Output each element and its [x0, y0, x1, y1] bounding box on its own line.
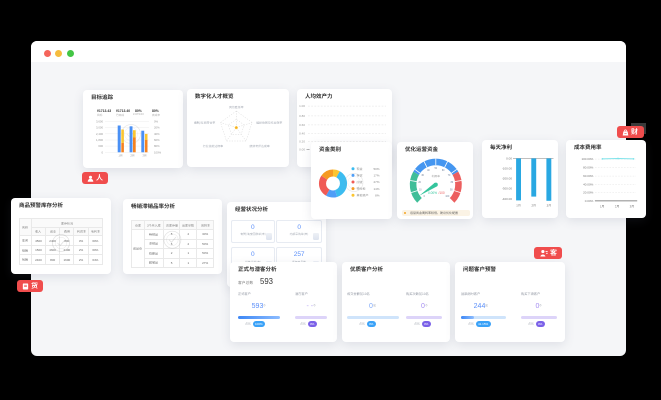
svg-text:80.00%: 80.00% — [583, 166, 594, 170]
svg-text:20: 20 — [418, 181, 421, 183]
svg-text:0: 0 — [424, 196, 426, 198]
svg-text:0.20: 0.20 — [299, 140, 305, 144]
svg-text:0.80: 0.80 — [299, 114, 305, 118]
svg-text:8%: 8% — [375, 193, 380, 197]
svg-text:60%: 60% — [154, 138, 160, 142]
svg-text:3,600: 3,600 — [96, 119, 103, 123]
svg-text:20%: 20% — [154, 125, 160, 129]
svg-text:3,000: 3,000 — [96, 125, 103, 129]
svg-text:70: 70 — [448, 174, 451, 176]
svg-text:50: 50 — [435, 168, 438, 170]
svg-text:0: 0 — [101, 150, 103, 154]
svg-text:40.00%: 40.00% — [583, 183, 594, 187]
svg-text:0.00%: 0.00% — [428, 191, 437, 195]
svg-text:40%: 40% — [154, 131, 160, 135]
svg-text:0.00: 0.00 — [506, 156, 512, 160]
svg-text:40: 40 — [427, 169, 430, 171]
svg-text:17%: 17% — [373, 173, 379, 177]
svg-text:80: 80 — [451, 181, 454, 183]
svg-text:100.00%: 100.00% — [581, 157, 593, 161]
svg-text:100%: 100% — [154, 150, 162, 154]
svg-text:50%: 50% — [373, 167, 379, 171]
svg-text:600: 600 — [98, 144, 103, 148]
svg-text:90: 90 — [450, 189, 453, 191]
svg-text:1,800: 1,800 — [96, 138, 103, 142]
svg-text:0.00: 0.00 — [299, 148, 305, 152]
svg-text:100: 100 — [445, 196, 450, 198]
svg-text:0%: 0% — [154, 119, 159, 123]
svg-text:-100.00: -100.00 — [502, 167, 513, 171]
svg-text:14%: 14% — [373, 186, 379, 190]
svg-text:60.00%: 60.00% — [583, 174, 594, 178]
svg-text:80%: 80% — [154, 144, 160, 148]
svg-text:/100: /100 — [439, 191, 445, 195]
svg-text:0.00%: 0.00% — [585, 199, 594, 203]
svg-text:60: 60 — [442, 169, 445, 171]
svg-text:1.00: 1.00 — [299, 104, 305, 108]
svg-text:-400.00: -400.00 — [502, 197, 513, 201]
svg-text:-200.00: -200.00 — [502, 177, 513, 181]
svg-text:2,400: 2,400 — [96, 131, 103, 135]
svg-text:27%: 27% — [373, 180, 379, 184]
svg-text:30: 30 — [421, 174, 424, 176]
svg-text:10: 10 — [419, 189, 422, 191]
svg-text:20.00%: 20.00% — [583, 191, 594, 195]
svg-text:-300.00: -300.00 — [502, 187, 513, 191]
svg-text:0.60: 0.60 — [299, 123, 305, 127]
svg-text:0.40: 0.40 — [299, 132, 305, 136]
